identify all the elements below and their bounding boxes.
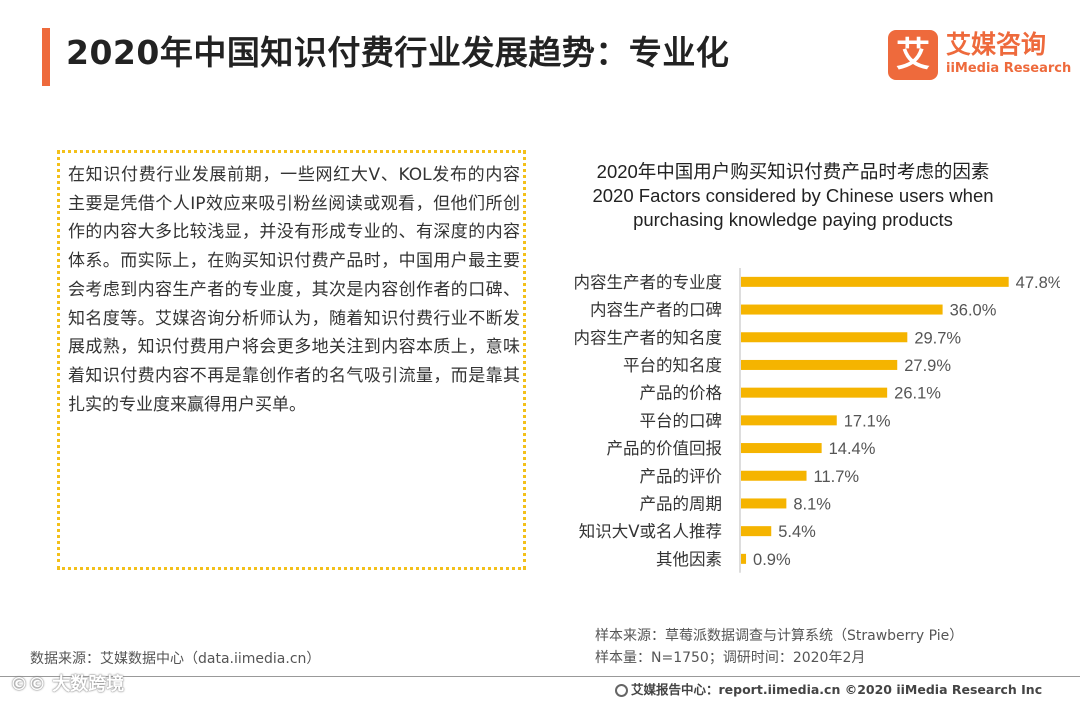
sample-notes: 样本来源：草莓派数据调查与计算系统（Strawberry Pie） 样本量：N=… [595, 625, 963, 669]
bar [741, 359, 898, 370]
category-label: 产品的价格 [640, 384, 723, 403]
value-label: 27.9% [904, 357, 951, 375]
category-label: 产品的评价 [640, 467, 723, 486]
category-label: 内容生产者的口碑 [590, 301, 722, 320]
bar [741, 526, 772, 537]
value-label: 8.1% [793, 495, 831, 513]
chart-title-block: 2020年中国用户购买知识付费产品时考虑的因素 2020 Factors con… [540, 160, 1046, 232]
logo-mark-icon: 艾 [888, 30, 938, 80]
value-label: 26.1% [894, 385, 941, 403]
bar [741, 387, 888, 398]
logo-chinese-name: 艾媒咨询 [946, 30, 1047, 59]
value-label: 0.9% [753, 551, 791, 569]
bar [741, 304, 943, 315]
chart-subtitle-line2: purchasing knowledge paying products [633, 209, 953, 230]
bar [741, 553, 747, 564]
value-label: 5.4% [778, 523, 816, 541]
iimedia-logo: 艾 艾媒咨询 iiMedia Research [888, 28, 1072, 84]
category-label: 内容生产者的专业度 [574, 273, 723, 292]
bar [741, 276, 1009, 287]
footer-credit: 艾媒报告中心：report.iimedia.cn ©2020 iiMedia R… [615, 679, 1042, 698]
category-label: 内容生产者的知名度 [574, 328, 723, 347]
title-accent-bar [42, 28, 50, 86]
value-label: 36.0% [950, 302, 997, 320]
value-label: 47.8% [1016, 274, 1060, 292]
bar [741, 443, 822, 454]
bar [741, 498, 787, 509]
bar [741, 470, 807, 481]
watermark: ©© 大数跨境 [10, 674, 125, 695]
category-label: 产品的价值回报 [607, 439, 723, 458]
logo-english-name: iiMedia Research [946, 61, 1072, 76]
category-label: 平台的口碑 [640, 411, 723, 430]
footer-text: 艾媒报告中心：report.iimedia.cn ©2020 iiMedia R… [631, 682, 1043, 697]
report-center-icon [615, 684, 628, 697]
value-label: 29.7% [914, 329, 961, 347]
analysis-paragraph: 在知识付费行业发展前期，一些网红大V、KOL发布的内容主要是凭借个人IP效应来吸… [68, 165, 520, 415]
chart-subtitle-line1: 2020 Factors considered by Chinese users… [592, 185, 994, 206]
category-label: 其他因素 [656, 550, 722, 569]
chart-title: 2020年中国用户购买知识付费产品时考虑的因素 [596, 161, 990, 182]
value-label: 17.1% [844, 412, 891, 430]
sample-size-note: 样本量：N=1750；调研时间：2020年2月 [595, 650, 866, 666]
category-label: 平台的知名度 [623, 356, 722, 375]
analysis-textbox: 在知识付费行业发展前期，一些网红大V、KOL发布的内容主要是凭借个人IP效应来吸… [57, 150, 526, 570]
bar [741, 415, 837, 426]
category-label: 知识大V或名人推荐 [579, 522, 722, 541]
category-label: 产品的周期 [640, 494, 723, 513]
page-title: 2020年中国知识付费行业发展趋势：专业化 [66, 33, 730, 72]
sample-source-note: 样本来源：草莓派数据调查与计算系统（Strawberry Pie） [595, 628, 964, 644]
value-label: 11.7% [814, 468, 860, 486]
factors-bar-chart: 内容生产者的专业度 47.8% 内容生产者的口碑 36.0% 内容生产者的知名度 29.7… [574, 268, 1060, 573]
footer-divider [0, 676, 1080, 677]
data-source-note: 数据来源：艾媒数据中心（data.iimedia.cn） [30, 651, 321, 667]
value-label: 14.4% [829, 440, 876, 458]
bar [741, 332, 908, 343]
